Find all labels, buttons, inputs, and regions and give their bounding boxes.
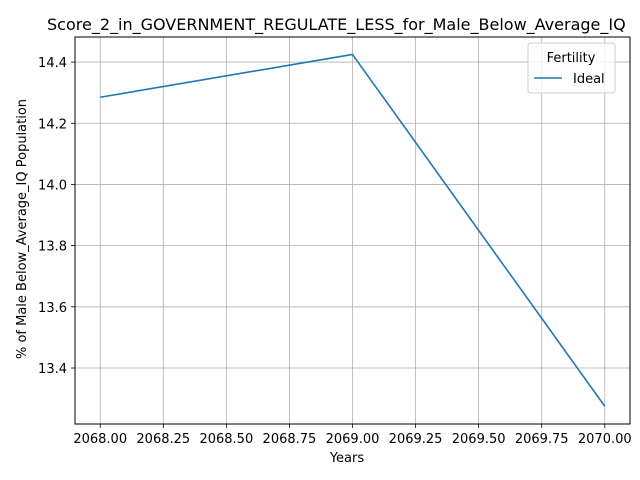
y-tick-label: 13.6 — [38, 301, 67, 316]
x-tick-label: 2068.75 — [263, 432, 317, 447]
x-tick-label: 2070.00 — [578, 432, 632, 447]
x-tick-label: 2069.50 — [452, 432, 506, 447]
legend-box — [527, 42, 616, 94]
chart-title: Score_2_in_GOVERNMENT_REGULATE_LESS_for_… — [47, 15, 626, 35]
legend: Fertility Ideal — [527, 42, 616, 94]
x-tick-label: 2068.00 — [73, 432, 127, 447]
y-tick-label: 14.4 — [38, 56, 67, 71]
x-tick-label: 2069.00 — [326, 432, 380, 447]
y-tick-label: 14.0 — [38, 178, 67, 193]
legend-title: Fertility — [547, 51, 596, 66]
y-tick-label: 13.4 — [38, 362, 67, 377]
x-tick-label: 2068.50 — [199, 432, 253, 447]
grid — [75, 37, 630, 424]
x-axis-title: Years — [329, 451, 365, 466]
y-tick-label: 13.8 — [38, 240, 67, 255]
x-tick-label: 2069.75 — [515, 432, 569, 447]
x-tick-label: 2069.25 — [389, 432, 443, 447]
y-tick-label: 14.2 — [38, 117, 67, 132]
legend-label: Ideal — [573, 72, 605, 87]
series-layer — [100, 53, 606, 407]
ticks: 2068.00 2068.25 2068.50 2068.75 2069.00 2069.… — [38, 56, 632, 447]
series-line-ideal — [100, 53, 606, 407]
x-tick-label: 2068.25 — [136, 432, 190, 447]
y-axis-title: % of Male Below_Average_IQ Population — [15, 99, 30, 359]
